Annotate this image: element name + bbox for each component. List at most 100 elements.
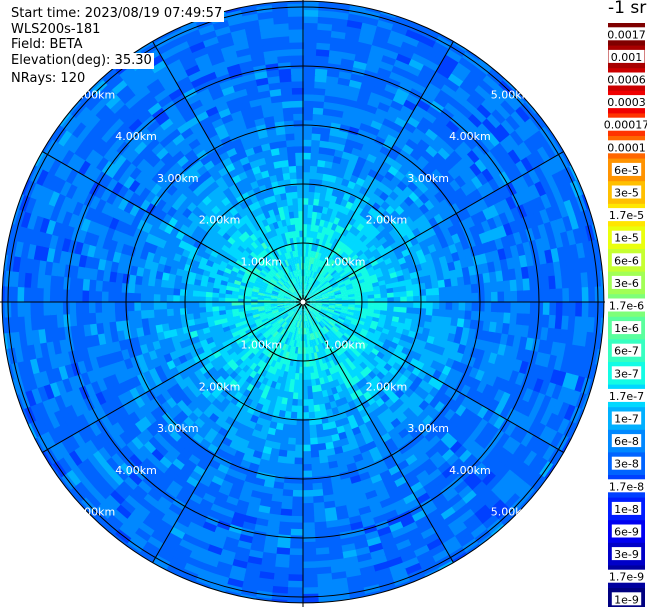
radar-cell [338, 328, 346, 336]
radar-cell [317, 323, 323, 330]
radar-cell [359, 314, 368, 320]
radar-cell [302, 373, 308, 381]
radar-cell [62, 288, 70, 302]
radar-cell [351, 280, 360, 287]
radar-cell [282, 172, 291, 181]
radar-cell [342, 322, 350, 329]
radar-cell [429, 273, 439, 283]
radar-cell [278, 349, 285, 358]
radar-cell [360, 269, 369, 276]
radar-cell [323, 255, 330, 263]
radar-cell [293, 379, 299, 387]
radar-cell [309, 302, 317, 304]
radar-cell [286, 198, 294, 206]
radar-cell [301, 308, 303, 316]
radar-cell [336, 266, 344, 274]
radar-cell [265, 334, 273, 342]
radar-cell [309, 444, 319, 452]
radar-cell [391, 281, 400, 289]
radar-cell [292, 106, 304, 115]
radar-cell [232, 315, 241, 321]
radar-cell [316, 283, 323, 290]
radar-cell [229, 340, 238, 349]
radar-cell [187, 277, 196, 285]
radar-cell [490, 302, 499, 313]
radar-cell [320, 277, 327, 284]
radar-cell [315, 273, 322, 281]
radar-cell [263, 363, 271, 372]
radar-cell [328, 329, 336, 337]
radar-cell [335, 363, 343, 373]
radar-cell [297, 314, 301, 322]
radar-cell [159, 308, 168, 317]
radar-cell [322, 396, 331, 405]
radar-cell [280, 363, 287, 372]
radar-cell [316, 351, 322, 360]
radar-cell [458, 293, 466, 303]
radar-cell [175, 267, 185, 277]
radar-cell [256, 299, 265, 302]
radar-cell [159, 286, 168, 295]
radar-cell [341, 375, 349, 384]
radar-cell [75, 289, 83, 302]
radar-cell [318, 336, 324, 345]
radar-cell [292, 476, 303, 485]
radar-cell [321, 307, 329, 311]
radar-cell [269, 174, 278, 183]
radar-cell [313, 289, 320, 295]
radar-cell [392, 286, 401, 293]
radar-cell [278, 291, 286, 296]
radar-cell [282, 299, 291, 302]
radar-cell [347, 293, 356, 298]
radar-cell [314, 378, 321, 386]
radar-cell [295, 360, 300, 368]
radar-cell [253, 330, 261, 337]
radar-cell [327, 291, 335, 296]
radar-cell [302, 509, 315, 517]
radar-cell [322, 299, 330, 302]
radar-cell [348, 304, 356, 308]
radar-cell [321, 306, 329, 309]
radar-cell [276, 240, 283, 249]
radar-cell [300, 275, 303, 283]
radar-cell [317, 370, 324, 379]
radar-cell [319, 329, 325, 337]
radar-cell [231, 301, 239, 306]
radar-cell [411, 313, 420, 321]
radar-cell [289, 302, 297, 305]
radar-cell [224, 293, 233, 299]
radar-cell [312, 398, 320, 406]
radar-cell [341, 306, 349, 310]
radar-cell [271, 309, 279, 314]
radar-cell [288, 311, 295, 317]
radar-cell [351, 318, 360, 324]
radar-cell [270, 359, 277, 368]
radar-cell [318, 285, 325, 291]
radar-cell [385, 214, 396, 225]
radar-cell [308, 359, 314, 368]
radar-cell [302, 515, 315, 524]
radar-cell [299, 327, 302, 335]
radar-cell [328, 345, 336, 354]
radar-cell [326, 242, 333, 251]
radar-cell [289, 271, 294, 279]
radar-cell [341, 273, 349, 280]
radar-cell [357, 262, 366, 270]
radar-cell [279, 253, 285, 262]
radar-cell [258, 311, 266, 317]
radar-cell [302, 399, 309, 407]
radar-cell [330, 280, 338, 286]
radar-cell [333, 324, 341, 332]
radar-cell [282, 302, 291, 305]
radar-cell [379, 288, 388, 295]
radar-cell [284, 351, 290, 359]
radar-cell [292, 333, 297, 341]
radar-cell [359, 266, 368, 273]
radar-cell [275, 173, 285, 182]
radar-cell [327, 257, 335, 266]
radar-cell [287, 279, 293, 287]
radar-cell [306, 236, 311, 244]
radar-cell [268, 373, 276, 382]
radar-cell [244, 328, 253, 335]
radar-cell [331, 188, 340, 198]
